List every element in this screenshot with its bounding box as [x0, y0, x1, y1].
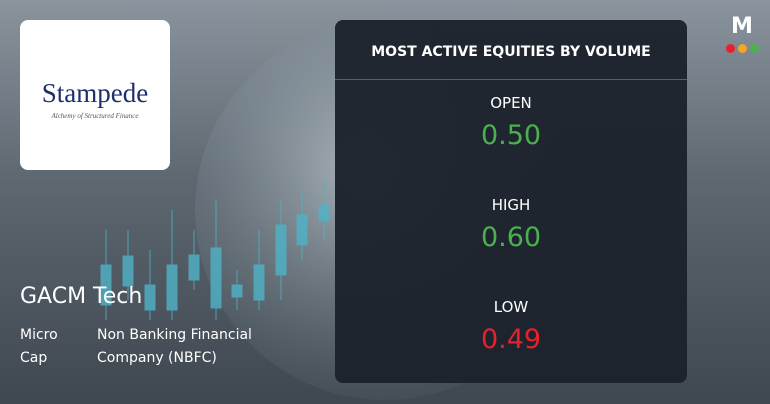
stats-panel: MOST ACTIVE EQUITIES BY VOLUME OPEN 0.50 H…	[335, 20, 687, 383]
panel-title: MOST ACTIVE EQUITIES BY VOLUME	[371, 44, 651, 60]
brand-dot	[738, 44, 747, 53]
divider	[335, 79, 687, 80]
stat-value: 0.49	[480, 324, 542, 355]
stat-label: HIGH	[491, 196, 531, 214]
logo: Stampede Alchemy of Structured Finance	[20, 20, 170, 170]
stat-label: OPEN	[490, 94, 532, 112]
stat-label: LOW	[493, 298, 529, 316]
logo-tagline: Alchemy of Structured Finance	[51, 112, 139, 120]
stat-value: 0.60	[480, 222, 542, 253]
brand-dot	[726, 44, 735, 53]
stat-value: 0.50	[480, 120, 542, 151]
logo-name: Stampede	[41, 78, 149, 108]
brand-logo: M	[731, 14, 753, 39]
company-name: GACM Tech	[20, 284, 143, 309]
brand-dot	[750, 44, 759, 53]
candles	[100, 180, 330, 320]
market-cap: Micro Cap	[20, 327, 58, 366]
sector: Non Banking Financial Company (NBFC)	[97, 327, 252, 366]
